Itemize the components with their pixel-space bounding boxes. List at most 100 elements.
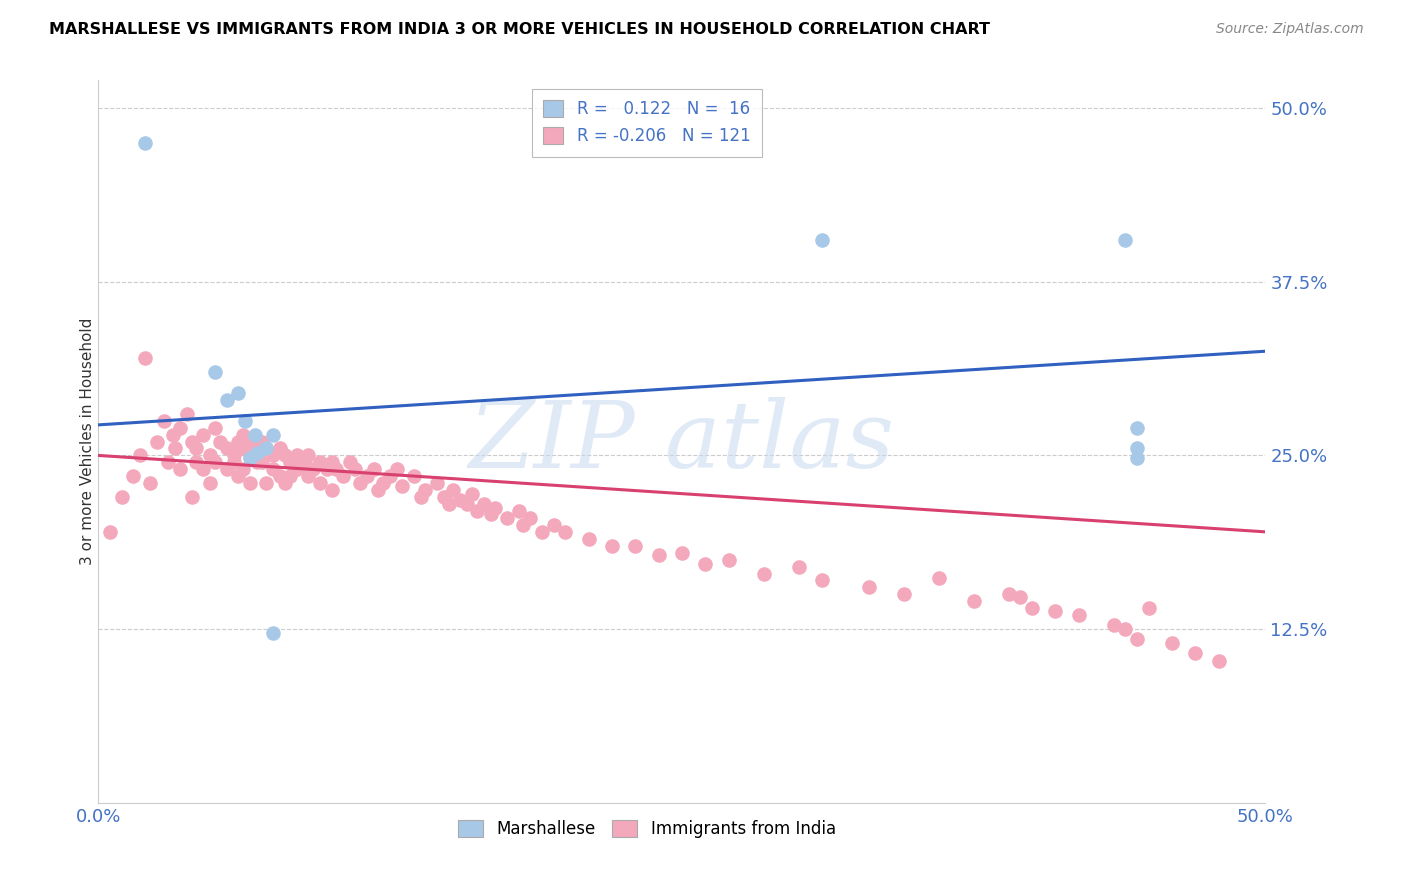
Point xyxy=(413,483,436,498)
Point xyxy=(200,476,222,491)
Point xyxy=(232,462,254,476)
Point xyxy=(139,476,162,491)
Point xyxy=(204,455,226,469)
Point xyxy=(496,511,519,525)
Point xyxy=(1021,601,1043,615)
Point xyxy=(246,442,269,456)
Point xyxy=(285,449,308,463)
Point xyxy=(180,434,202,449)
Point xyxy=(122,469,145,483)
Point xyxy=(695,557,717,571)
Point xyxy=(508,504,530,518)
Point xyxy=(222,449,245,463)
Point xyxy=(239,449,262,463)
Point xyxy=(1184,646,1206,660)
Point xyxy=(278,455,301,469)
Point xyxy=(262,626,284,640)
Point xyxy=(152,414,174,428)
Point xyxy=(169,420,191,434)
Point xyxy=(600,539,623,553)
Point xyxy=(1010,590,1032,604)
Point xyxy=(186,455,208,469)
Point xyxy=(402,469,425,483)
Point xyxy=(426,476,449,491)
Point xyxy=(235,414,257,428)
Point xyxy=(543,517,565,532)
Point xyxy=(193,427,215,442)
Point xyxy=(165,442,187,456)
Point xyxy=(269,442,291,456)
Point xyxy=(997,587,1019,601)
Point xyxy=(239,434,262,449)
Point xyxy=(1045,604,1067,618)
Point xyxy=(309,476,332,491)
Point xyxy=(1208,654,1230,668)
Point xyxy=(200,449,222,463)
Point xyxy=(297,469,319,483)
Point xyxy=(484,501,506,516)
Point xyxy=(356,469,378,483)
Point xyxy=(246,455,269,469)
Point xyxy=(222,455,245,469)
Point xyxy=(449,492,471,507)
Point xyxy=(1067,608,1090,623)
Point xyxy=(332,469,354,483)
Point xyxy=(162,427,184,442)
Point xyxy=(1161,636,1184,650)
Point xyxy=(858,581,880,595)
Point xyxy=(1114,622,1136,636)
Point xyxy=(380,469,402,483)
Point xyxy=(441,483,464,498)
Point xyxy=(208,434,231,449)
Point xyxy=(1102,618,1125,632)
Point xyxy=(391,479,413,493)
Point xyxy=(962,594,984,608)
Point xyxy=(752,566,775,581)
Point xyxy=(239,451,262,466)
Point xyxy=(385,462,408,476)
Point xyxy=(321,455,343,469)
Point xyxy=(256,476,278,491)
Point xyxy=(437,497,460,511)
Point xyxy=(204,365,226,379)
Point xyxy=(176,407,198,421)
Point xyxy=(186,442,208,456)
Point xyxy=(243,427,266,442)
Point xyxy=(512,517,534,532)
Point xyxy=(262,462,284,476)
Point xyxy=(228,469,250,483)
Point xyxy=(893,587,915,601)
Point xyxy=(811,233,834,247)
Point xyxy=(157,455,180,469)
Point xyxy=(228,434,250,449)
Point xyxy=(232,442,254,456)
Point xyxy=(578,532,600,546)
Point xyxy=(232,427,254,442)
Point xyxy=(256,442,278,456)
Point xyxy=(519,511,541,525)
Point xyxy=(373,476,395,491)
Point xyxy=(1126,420,1149,434)
Point xyxy=(316,462,339,476)
Point xyxy=(1126,442,1149,456)
Point xyxy=(262,449,284,463)
Point xyxy=(787,559,810,574)
Point xyxy=(250,434,273,449)
Point xyxy=(811,574,834,588)
Point xyxy=(717,552,740,566)
Point xyxy=(1126,632,1149,646)
Point xyxy=(363,462,385,476)
Point xyxy=(554,524,576,539)
Legend: Marshallese, Immigrants from India: Marshallese, Immigrants from India xyxy=(451,814,842,845)
Point xyxy=(262,427,284,442)
Point xyxy=(367,483,389,498)
Point xyxy=(146,434,169,449)
Point xyxy=(465,504,488,518)
Point xyxy=(479,507,502,521)
Point xyxy=(928,571,950,585)
Point xyxy=(624,539,647,553)
Point xyxy=(530,524,553,539)
Point xyxy=(433,490,456,504)
Text: ZIP atlas: ZIP atlas xyxy=(468,397,896,486)
Point xyxy=(472,497,495,511)
